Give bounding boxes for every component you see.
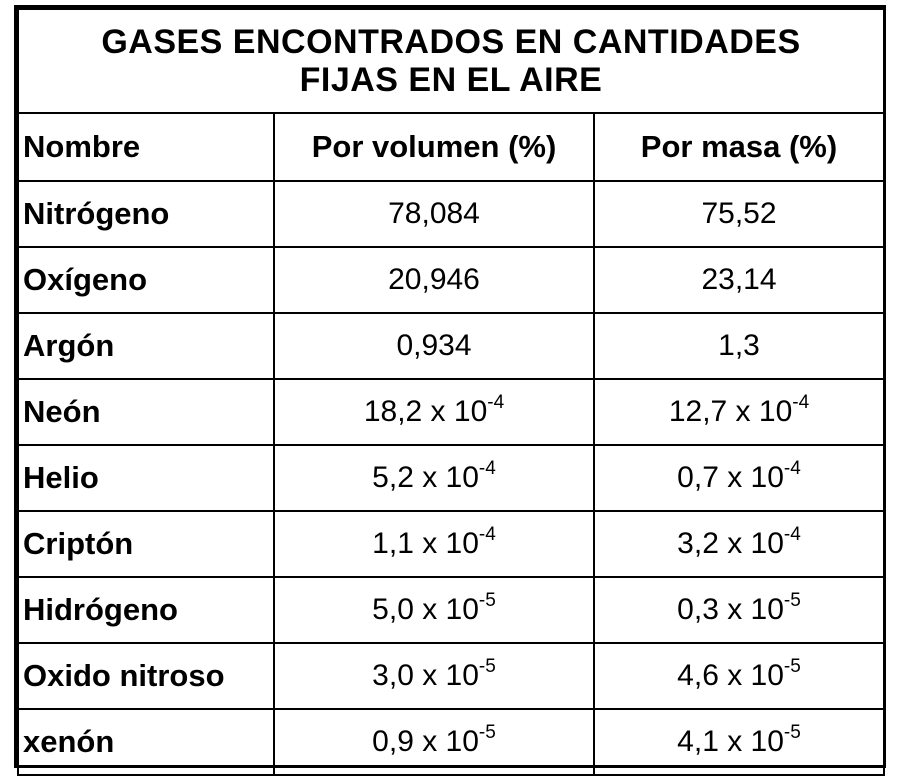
volume-value: 20,946 (388, 263, 480, 296)
header-nombre: Nombre (17, 112, 275, 182)
gases-table: GASES ENCONTRADOS EN CANTIDADES FIJAS EN… (17, 8, 885, 776)
table-row: Neón 18,2 x 10-4 12,7 x 10-4 (17, 378, 885, 446)
volume-percent-cell: 78,084 (273, 180, 595, 248)
mass-value: 3,2 x 10 (677, 527, 784, 560)
table-row: Nitrógeno 78,084 75,52 (17, 180, 885, 248)
volume-value: 5,2 x 10 (372, 461, 479, 494)
table-body: Nitrógeno 78,084 75,52 Oxígeno 20,946 23,14 Ar… (17, 180, 885, 776)
table-title: GASES ENCONTRADOS EN CANTIDADES FIJAS EN… (17, 8, 885, 114)
table-title-line1: GASES ENCONTRADOS EN CANTIDADES (101, 23, 801, 61)
table-row: Helio 5,2 x 10-4 0,7 x 10-4 (17, 444, 885, 512)
volume-percent-cell: 0,9 x 10-5 (273, 708, 595, 776)
mass-value: 23,14 (701, 263, 777, 296)
gas-name-cell: Nitrógeno (17, 180, 275, 248)
volume-percent-cell: 5,0 x 10-5 (273, 576, 595, 644)
mass-percent-cell: 0,7 x 10-4 (593, 444, 885, 512)
volume-exponent: -5 (478, 722, 496, 743)
mass-exponent: -5 (783, 656, 801, 677)
mass-value: 4,1 x 10 (677, 725, 784, 758)
mass-exponent: -5 (783, 722, 801, 743)
volume-value: 3,0 x 10 (372, 659, 479, 692)
mass-percent-cell: 4,1 x 10-5 (593, 708, 885, 776)
gas-name-cell: Hidrógeno (17, 576, 275, 644)
mass-exponent: -4 (783, 524, 801, 545)
mass-exponent: -4 (792, 392, 810, 413)
gas-name-cell: Criptón (17, 510, 275, 578)
mass-value: 0,3 x 10 (677, 593, 784, 626)
gas-name-cell: Argón (17, 312, 275, 380)
mass-value: 1,3 (718, 329, 760, 362)
mass-percent-cell: 23,14 (593, 246, 885, 314)
volume-percent-cell: 5,2 x 10-4 (273, 444, 595, 512)
gas-name-cell: Oxígeno (17, 246, 275, 314)
volume-value: 18,2 x 10 (363, 395, 488, 428)
mass-percent-cell: 4,6 x 10-5 (593, 642, 885, 710)
table-row: Argón 0,934 1,3 (17, 312, 885, 380)
volume-value: 0,9 x 10 (372, 725, 479, 758)
title-row: GASES ENCONTRADOS EN CANTIDADES FIJAS EN… (17, 8, 885, 114)
gas-name-cell: xenón (17, 708, 275, 776)
header-por-volumen: Por volumen (%) (273, 112, 595, 182)
table-row: xenón 0,9 x 10-5 4,1 x 10-5 (17, 708, 885, 776)
volume-exponent: -4 (487, 392, 505, 413)
table-title-line2: FIJAS EN EL AIRE (299, 61, 603, 99)
volume-percent-cell: 0,934 (273, 312, 595, 380)
mass-value: 4,6 x 10 (677, 659, 784, 692)
volume-percent-cell: 18,2 x 10-4 (273, 378, 595, 446)
mass-exponent: -5 (783, 590, 801, 611)
header-por-masa: Por masa (%) (593, 112, 885, 182)
mass-percent-cell: 0,3 x 10-5 (593, 576, 885, 644)
mass-percent-cell: 3,2 x 10-4 (593, 510, 885, 578)
header-row: Nombre Por volumen (%) Por masa (%) (17, 112, 885, 182)
table-row: Criptón 1,1 x 10-4 3,2 x 10-4 (17, 510, 885, 578)
table-row: Oxígeno 20,946 23,14 (17, 246, 885, 314)
volume-value: 1,1 x 10 (372, 527, 479, 560)
mass-exponent: -4 (783, 458, 801, 479)
table-row: Oxido nitroso 3,0 x 10-5 4,6 x 10-5 (17, 642, 885, 710)
mass-value: 0,7 x 10 (677, 461, 784, 494)
mass-value: 75,52 (701, 197, 777, 230)
volume-percent-cell: 20,946 (273, 246, 595, 314)
gas-name-cell: Neón (17, 378, 275, 446)
volume-exponent: -4 (478, 458, 496, 479)
table-row: Hidrógeno 5,0 x 10-5 0,3 x 10-5 (17, 576, 885, 644)
volume-value: 78,084 (388, 197, 480, 230)
mass-value: 12,7 x 10 (668, 395, 793, 428)
volume-exponent: -5 (478, 656, 496, 677)
volume-value: 5,0 x 10 (372, 593, 479, 626)
mass-percent-cell: 75,52 (593, 180, 885, 248)
gases-table-container: GASES ENCONTRADOS EN CANTIDADES FIJAS EN… (14, 5, 886, 776)
volume-exponent: -4 (478, 524, 496, 545)
gas-name-cell: Helio (17, 444, 275, 512)
gas-name-cell: Oxido nitroso (17, 642, 275, 710)
volume-percent-cell: 1,1 x 10-4 (273, 510, 595, 578)
volume-percent-cell: 3,0 x 10-5 (273, 642, 595, 710)
volume-value: 0,934 (396, 329, 472, 362)
mass-percent-cell: 1,3 (593, 312, 885, 380)
mass-percent-cell: 12,7 x 10-4 (593, 378, 885, 446)
volume-exponent: -5 (478, 590, 496, 611)
